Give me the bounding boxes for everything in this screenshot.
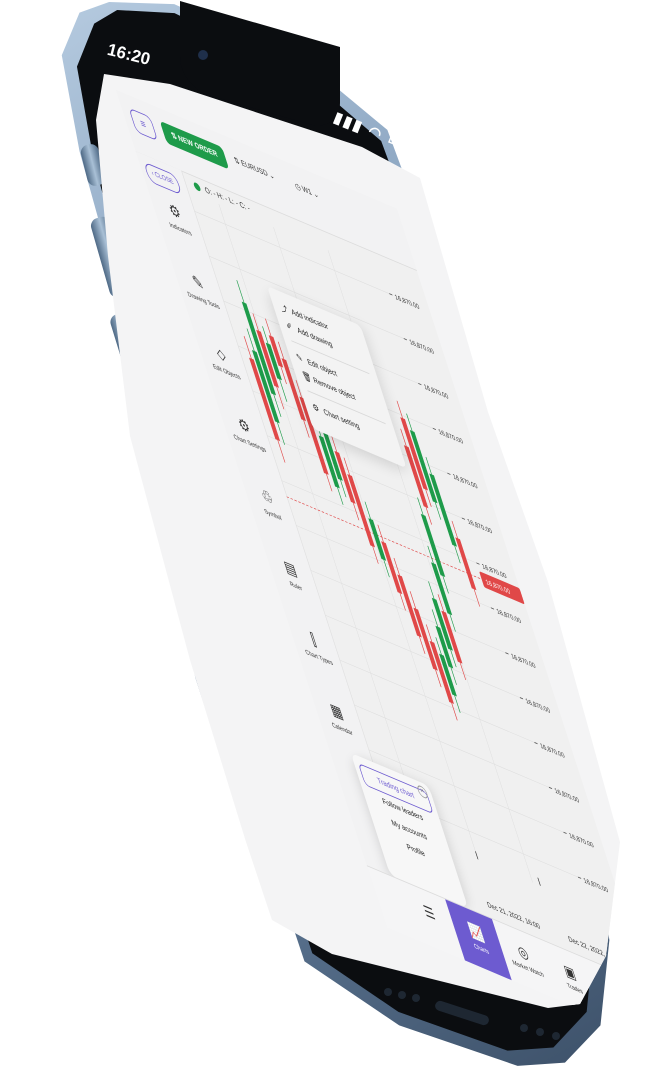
current-price-tag xyxy=(479,571,525,605)
timeframe-dropdown[interactable]: ◷ W1 ⌄ xyxy=(293,180,321,201)
candle-body xyxy=(249,357,281,442)
status-dot-icon xyxy=(192,181,202,193)
grid-line xyxy=(218,203,424,837)
grid-line xyxy=(295,524,491,609)
candle-body xyxy=(441,610,463,664)
new-order-label: NEW ORDER xyxy=(176,133,219,159)
grid-line xyxy=(266,435,462,519)
candle-body xyxy=(400,417,429,491)
price-label: 16,870.00 xyxy=(539,743,566,761)
candle-body xyxy=(403,445,429,509)
price-label: 16,870.00 xyxy=(568,832,595,850)
candle-body xyxy=(429,473,458,547)
grid-line xyxy=(339,659,535,743)
price-tick xyxy=(505,652,509,655)
price-label: 16,870.00 xyxy=(394,294,421,312)
candle-body xyxy=(439,653,457,697)
candle-body xyxy=(429,640,455,705)
grid-line xyxy=(353,704,550,788)
speaker-grille xyxy=(384,988,392,996)
price-label: 16,870.00 xyxy=(525,698,552,716)
date-tick xyxy=(537,877,541,887)
price-tick xyxy=(447,472,451,475)
grid-line xyxy=(368,749,564,833)
price-tick xyxy=(389,293,393,296)
price-label: 16,870.00 xyxy=(554,787,581,805)
price-label: 16,870.00 xyxy=(467,518,494,536)
candle-body xyxy=(318,435,340,489)
candle-body xyxy=(455,537,477,591)
price-tick xyxy=(403,338,408,341)
price-tick xyxy=(577,876,582,879)
candle-body xyxy=(431,562,453,616)
price-label: 16,870.00 xyxy=(423,383,450,401)
candle-body xyxy=(431,597,453,651)
speaker-grille xyxy=(520,1024,528,1032)
camera-icon xyxy=(198,50,208,60)
bottom-nav-label: Profile xyxy=(613,1002,631,1016)
candle-body xyxy=(381,541,403,595)
grid-line xyxy=(281,480,477,564)
price-chart[interactable]: 16,870.00 16,870.00 16,870.00 16,870.00 16,8… xyxy=(188,191,628,923)
price-label: 16,870.00 xyxy=(583,877,610,895)
price-tick xyxy=(563,831,567,835)
candle-body xyxy=(334,450,356,504)
speaker-grille xyxy=(536,1028,544,1036)
price-label: 16,870.00 xyxy=(409,339,436,357)
price-label: 16,870.00 xyxy=(452,473,479,491)
trading-app: ≡ ⇅ NEW ORDER ⇅ EURUSD ⌄ ◷ W1 ⌄ ‹ CLOSE … xyxy=(116,90,631,1016)
candle-body xyxy=(409,429,438,504)
grid-line xyxy=(324,614,521,698)
price-tick xyxy=(418,382,422,386)
symbol-dropdown[interactable]: ⇅ EURUSD ⌄ xyxy=(232,155,276,182)
candle-body xyxy=(413,607,438,671)
price-tick xyxy=(476,562,480,565)
speaker-grille xyxy=(552,1032,560,1040)
candle-body xyxy=(368,518,387,561)
price-label: 16,870.00 xyxy=(438,428,465,446)
candle-body xyxy=(420,513,446,578)
price-tick xyxy=(519,697,524,700)
grid-line xyxy=(194,210,390,294)
price-tick xyxy=(490,607,495,610)
current-price-line xyxy=(286,496,482,580)
speaker-grille xyxy=(412,994,420,1002)
price-tick xyxy=(432,427,437,431)
candle-body xyxy=(397,574,422,638)
grid-line xyxy=(310,569,506,654)
menu-icon[interactable]: ≡ xyxy=(128,107,159,142)
price-label: 16,870.00 xyxy=(496,608,523,626)
candle-body xyxy=(265,342,282,381)
candle-body xyxy=(321,427,343,481)
candle-body xyxy=(241,301,277,396)
candle-body xyxy=(347,473,376,548)
date-tick xyxy=(475,851,479,860)
candle-body xyxy=(435,625,454,669)
candle-body xyxy=(281,358,306,422)
candle-body xyxy=(256,329,280,388)
speaker-grille xyxy=(398,991,406,999)
price-tick xyxy=(534,741,538,745)
candle-body xyxy=(268,335,284,368)
price-label: 16,870.00 xyxy=(510,653,537,671)
grid-line xyxy=(208,255,404,339)
price-tick xyxy=(548,786,553,790)
price-tick xyxy=(461,517,466,520)
candle-body xyxy=(251,350,280,424)
candle-body xyxy=(299,396,329,475)
